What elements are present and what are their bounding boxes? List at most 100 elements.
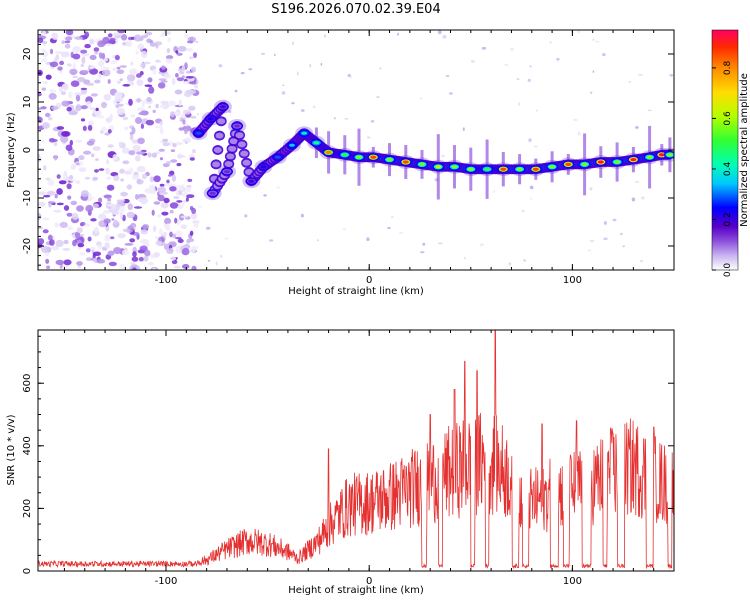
noise-blob [187,89,197,94]
background-speck [282,84,285,87]
noise-blob [193,52,197,58]
noise-blob [60,135,69,143]
noise-blob [101,126,107,132]
noise-blob [155,59,161,63]
ridge-peak [260,165,267,169]
noise-blob [122,214,126,222]
noise-blob [81,190,89,198]
noise-blob [174,217,178,224]
noise-blob [48,89,57,93]
noise-blob [135,50,139,55]
snr-marks [38,330,674,570]
noise-blob [126,184,133,190]
noise-blob [107,129,112,134]
noise-blob [136,151,145,155]
noise-blob [178,68,183,72]
ridge-peak [646,155,653,159]
noise-blob [42,229,49,234]
noise-blob [186,70,192,74]
noise-blob [47,234,53,241]
background-speck [291,102,295,105]
ridge-peak [549,165,556,169]
noise-blob [190,212,198,220]
background-speck [248,68,253,71]
noise-blob [165,58,172,64]
noise-blob [106,176,112,180]
noise-blob [136,73,142,78]
noise-blob [124,126,129,131]
noise-blob [47,179,55,186]
ridge-peak [313,141,320,145]
noise-blob [121,147,130,154]
noise-blob [89,246,97,250]
noise-blob [51,139,58,142]
noise-blob [114,91,123,99]
background-speck [612,218,617,222]
noise-blob [160,100,169,104]
noise-blob [130,61,134,66]
noise-blob [146,96,152,103]
noise-blob [158,71,162,75]
noise-blob [155,44,159,49]
noise-blob [135,193,139,200]
noise-blob [154,41,163,46]
noise-blob [83,150,92,155]
noise-blob [177,238,184,243]
noise-blob [181,202,185,207]
noise-blob [79,251,86,256]
noise-blob [136,179,144,185]
noise-blob [84,176,91,180]
x-tick-label: 100 [563,275,582,286]
noise-blob [175,188,179,196]
noise-blob [117,30,126,34]
noise-blob [90,218,97,222]
noise-blob [192,220,200,224]
noise-blob [159,183,165,187]
noise-blob [186,48,194,52]
noise-blob [117,233,126,239]
noise-blob [66,212,73,217]
noise-blob [159,157,164,161]
noise-blob [77,243,85,248]
noise-blob [84,43,91,49]
noise-blob [132,144,141,152]
noise-blob [61,40,65,44]
colorbar-gradient [711,29,739,271]
noise-blob [144,84,153,87]
noise-blob [137,43,145,50]
noise-blob [70,179,76,182]
noise-blob [63,259,72,266]
noise-blob [56,174,61,179]
noise-blob [138,112,146,116]
noise-blob [188,81,197,85]
noise-blob [188,105,196,111]
noise-blob [178,99,182,107]
noise-blob [172,233,176,239]
colorbar: 0.0 0.2 0.4 0.6 0.8 Normalized spectral ampl… [711,29,750,277]
noise-blob [70,80,80,87]
background-speck [587,249,592,252]
noise-blob [41,48,46,52]
noise-blob [63,239,69,245]
noise-blob [56,126,65,130]
noise-blob [66,106,72,112]
noise-blob [122,228,131,232]
noise-blob [113,175,120,182]
noise-blob [159,127,164,135]
noise-blob [125,40,133,48]
colorbar-tick-label: 0.4 [723,162,733,177]
snr-frame [37,329,675,572]
ridge-peak [614,160,621,164]
colorbar-tick-label: 0.2 [723,212,733,226]
noise-blob [176,52,183,56]
noise-blob [174,89,183,95]
noise-blob [59,60,65,66]
noise-blob [55,259,65,265]
background-speck [603,237,608,241]
noise-blob [147,77,153,83]
noise-blob [119,212,124,219]
background-speck [296,71,299,76]
noise-blob [109,37,116,42]
noise-blob [68,111,78,116]
snr-panel: -100 0 100 0 200 400 600 Height of straight li… [6,329,675,596]
